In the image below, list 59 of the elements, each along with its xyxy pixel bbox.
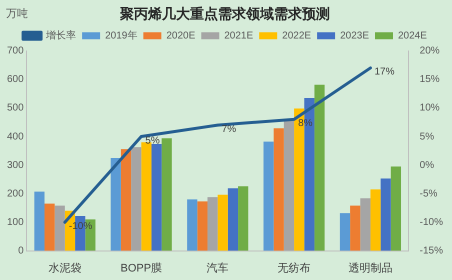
bar (380, 178, 391, 251)
bar (228, 188, 238, 251)
x-tick-label: 透明制品 (348, 261, 392, 274)
y2-tick-label: 20% (420, 46, 440, 57)
legend-label: 2019年 (105, 30, 138, 42)
bar (207, 197, 218, 251)
data-label: 17% (374, 66, 395, 78)
bar (314, 84, 325, 251)
y2-tick-label: -15% (420, 246, 444, 257)
y2-tick-label: -10% (420, 216, 444, 228)
data-label: 7% (222, 124, 236, 135)
data-label: 5% (145, 135, 160, 146)
y2-tick-label: 0% (420, 160, 434, 171)
y-tick-label: 200 (6, 188, 24, 200)
bar (350, 206, 360, 251)
chart-title: 聚丙烯几大重点需求领域需求预测 (119, 5, 330, 22)
legend-label: 2022E (282, 30, 312, 42)
bar (120, 149, 132, 251)
bar (340, 213, 350, 251)
bar (370, 189, 381, 251)
y-tick-label: 500 (6, 102, 24, 114)
bar (274, 128, 284, 251)
y2-tick-label: 5% (420, 131, 434, 142)
y2-tick-label: 10% (420, 102, 440, 114)
bar (141, 142, 152, 251)
bar (54, 206, 65, 251)
bar (284, 119, 294, 251)
x-tick-label: 汽车 (206, 261, 229, 274)
bar (110, 158, 121, 251)
bar (151, 144, 162, 251)
x-tick-label: BOPP膜 (120, 262, 162, 274)
data-label: -10% (68, 220, 92, 232)
legend-label: 2021E (224, 30, 254, 42)
bar (34, 192, 45, 251)
legend-label: 2024E (398, 30, 428, 42)
y-tick-label: 700 (6, 46, 24, 57)
bar (238, 186, 248, 251)
y2-tick-label: -5% (420, 188, 438, 200)
y-axis-title: 万吨 (6, 7, 28, 20)
bar (131, 147, 142, 251)
y-tick-label: 100 (6, 216, 24, 228)
y-tick-label: 0 (18, 246, 24, 257)
bar (162, 138, 172, 251)
x-tick-label: 水泥袋 (48, 261, 82, 274)
bar (360, 198, 370, 251)
legend-label: 2020E (166, 30, 196, 42)
y2-tick-label: 15% (420, 74, 440, 86)
legend-label: 增长率 (45, 30, 76, 42)
legend-label: 2023E (340, 30, 370, 42)
bar (187, 199, 198, 251)
y-tick-label: 300 (6, 160, 24, 171)
bar (390, 166, 402, 251)
y-tick-label: 600 (6, 74, 24, 86)
y-tick-label: 400 (6, 131, 24, 142)
bar (218, 194, 228, 251)
x-tick-label: 无纺布 (278, 261, 311, 274)
bar (264, 142, 274, 251)
bar (197, 201, 208, 251)
bar (44, 204, 55, 251)
